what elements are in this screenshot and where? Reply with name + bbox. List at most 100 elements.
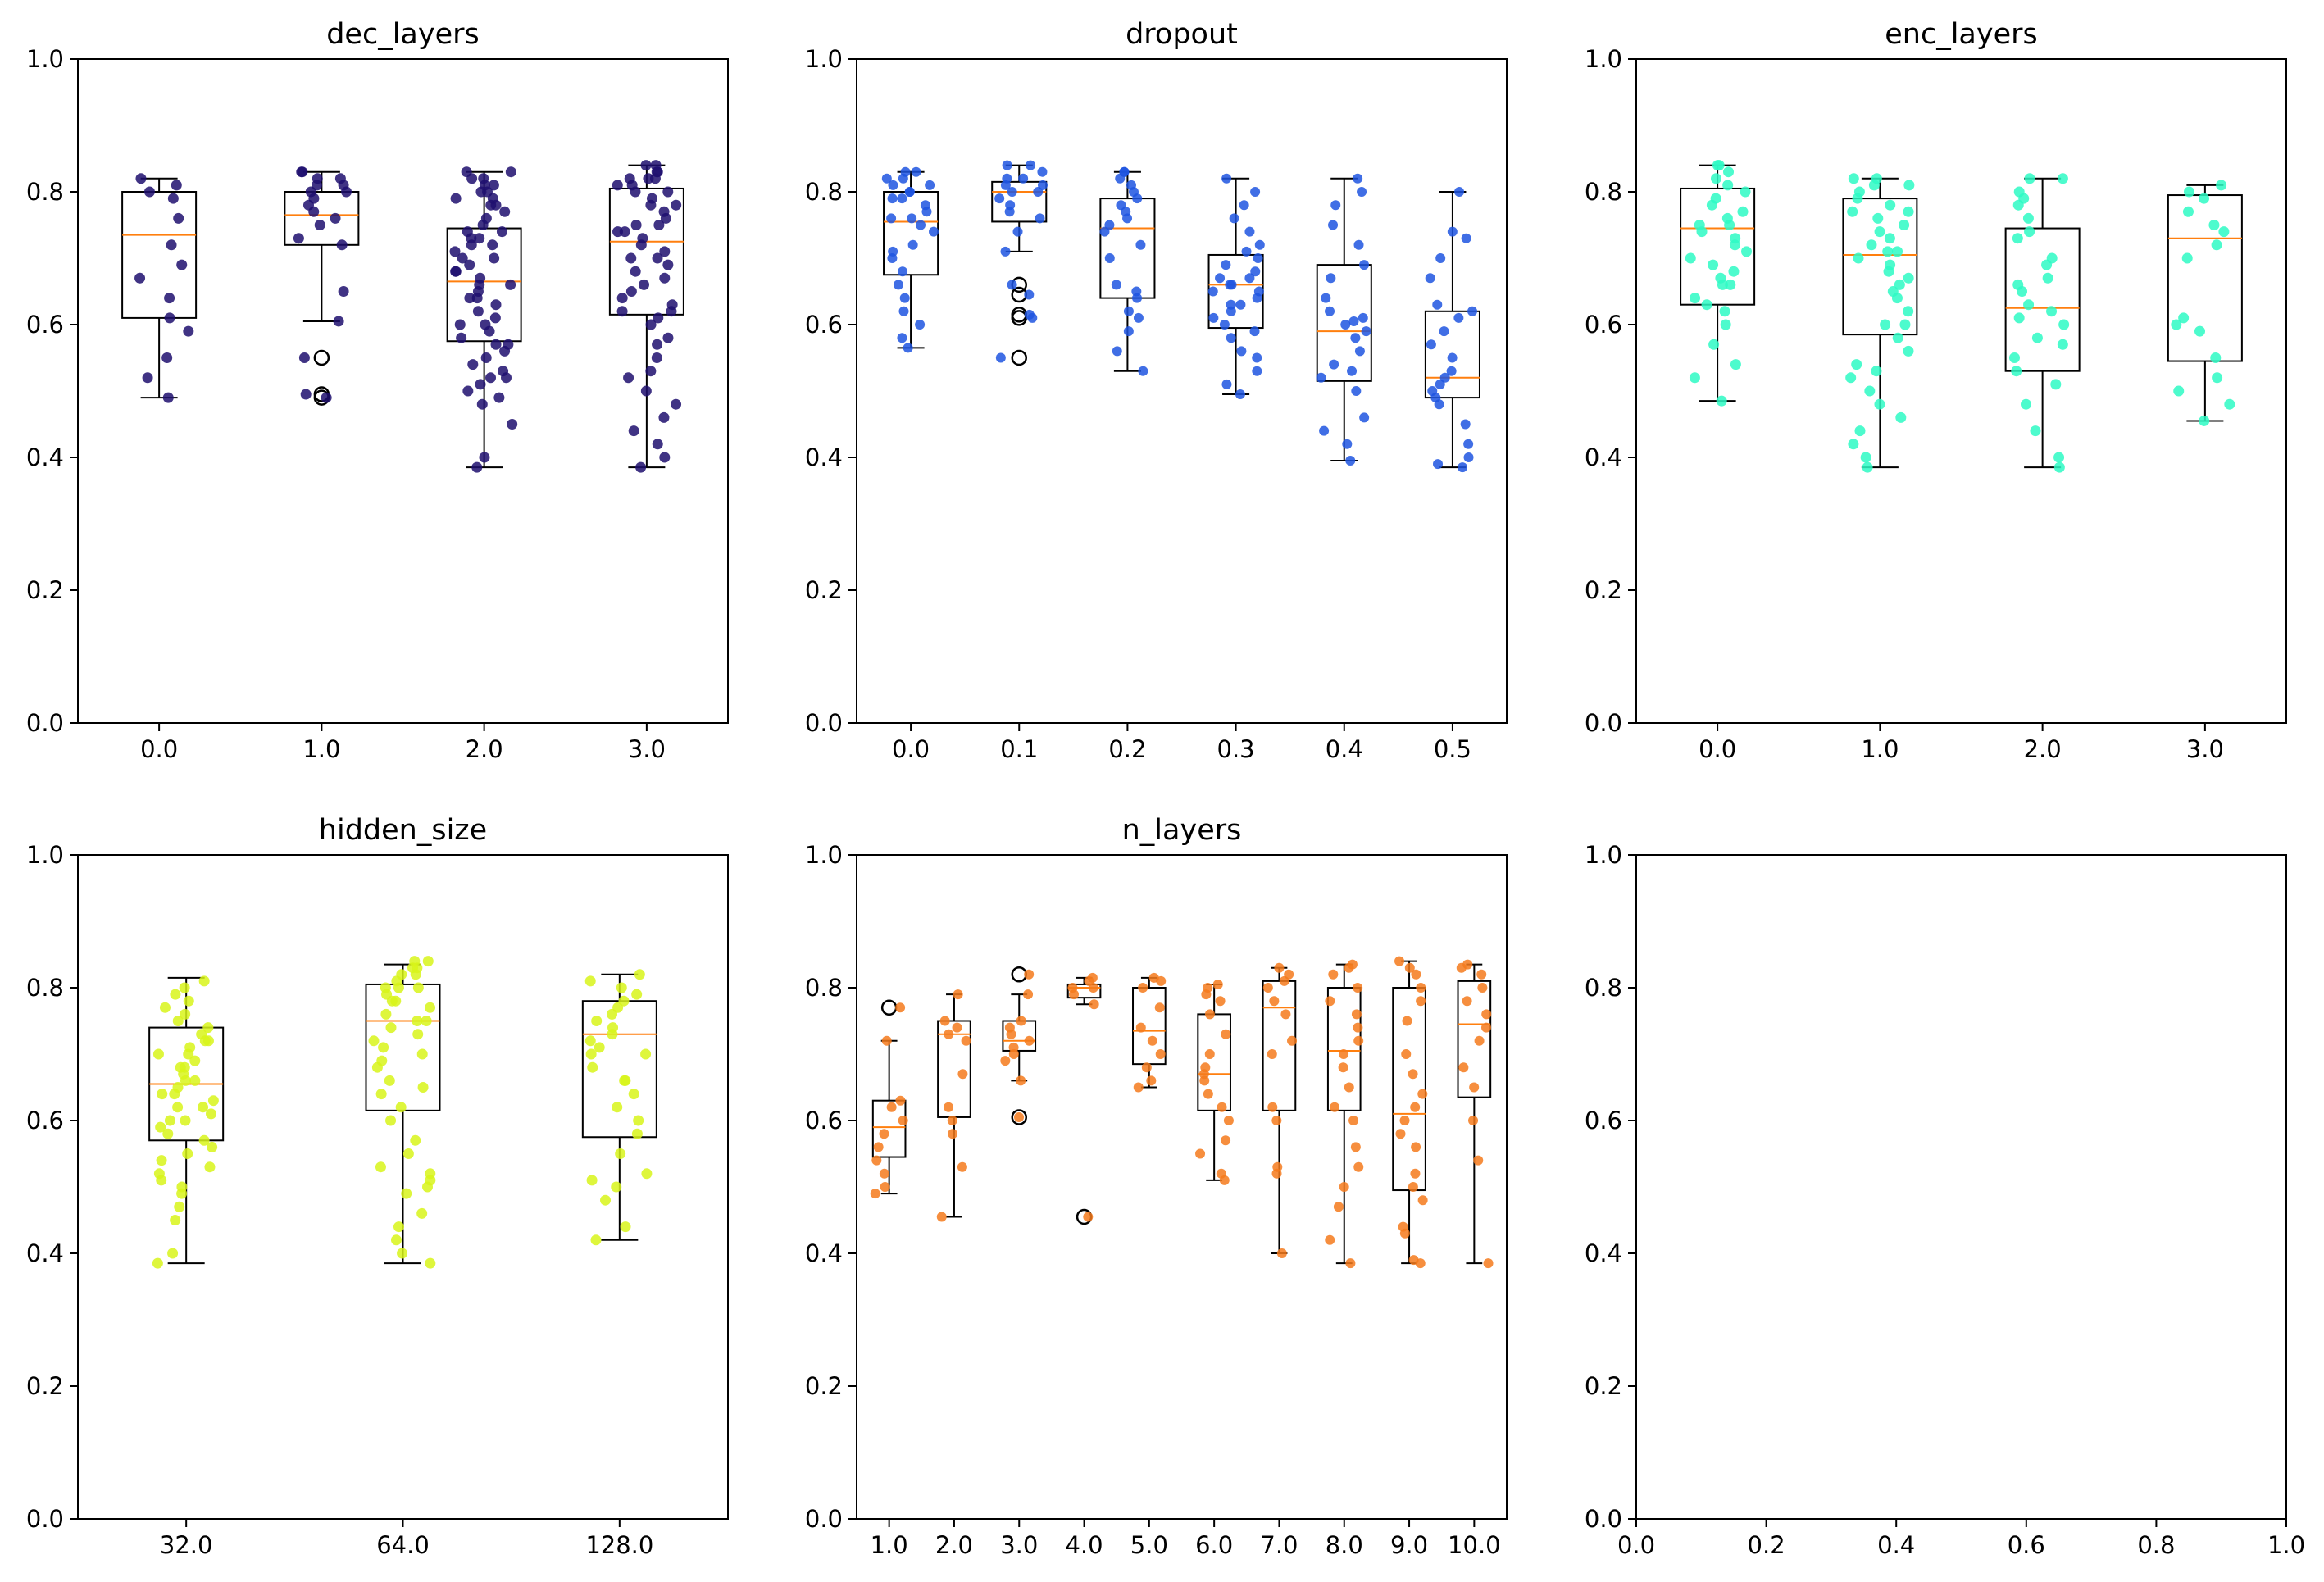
box-0.0 [121,173,198,403]
data-point [162,1128,174,1139]
data-point [1000,1056,1011,1066]
box-3.0 [2167,180,2243,426]
data-point [586,1175,598,1186]
data-point [1262,983,1273,993]
data-point [1344,1082,1354,1093]
x-tick-label: 0.8 [2137,1531,2175,1559]
y-tick-label: 0.4 [805,1239,843,1267]
y-tick-label: 0.2 [805,1372,843,1400]
data-point [957,1161,967,1172]
x-tick-label: 1.0 [302,735,340,763]
data-point [631,989,643,1000]
data-point [995,352,1006,363]
data-point [1089,999,1099,1010]
data-point [409,956,421,967]
data-point [1012,226,1023,237]
data-point [611,1181,622,1193]
y-tick-label: 1.0 [26,841,64,869]
data-point [1394,956,1405,966]
data-point [1339,1049,1349,1059]
data-point [1204,1009,1215,1020]
box-iqr [121,191,198,319]
data-point [1447,226,1458,237]
data-point [2053,461,2065,473]
axes-frame [1635,58,2287,724]
data-point [630,266,641,277]
data-point [1473,1155,1484,1166]
data-point [159,1002,171,1013]
data-point [457,252,468,264]
data-point [1880,319,1891,330]
axes-frame [77,854,729,1520]
y-tick-label: 0.4 [805,443,843,471]
data-point [1730,359,1741,370]
x-tick-label: 3.0 [1000,1531,1038,1559]
data-point [1417,1089,1428,1099]
data-point [1348,316,1359,326]
data-point [321,392,332,403]
x-tick-label: 3.0 [2186,735,2224,763]
y-tick-label: 1.0 [1585,841,1622,869]
data-point [650,160,662,171]
box-2.0 [2004,173,2081,473]
data-point [380,1008,392,1020]
x-tick-label: 1.0 [2267,1531,2305,1559]
data-point [870,1189,880,1199]
box-6.0 [1195,979,1234,1185]
box-1.0 [870,999,908,1199]
data-point [1447,352,1458,363]
data-point [490,339,502,350]
data-point [1154,1002,1165,1013]
subplot-title: dec_layers [326,18,480,51]
data-point [640,385,652,397]
data-point [2031,332,2043,343]
data-point [1410,1168,1421,1179]
data-point [180,1115,191,1126]
data-point [1018,173,1029,184]
y-tick-label: 0.0 [26,709,64,737]
data-point [155,1121,166,1133]
data-point [1123,306,1134,316]
data-point [1328,220,1339,230]
subplot-title: hidden_size [319,814,487,847]
outlier-marker [1011,1109,1027,1125]
y-tick-label: 0.8 [805,178,843,206]
data-point [2050,379,2062,390]
data-point [952,1022,962,1033]
data-point [920,200,930,211]
data-point [1024,289,1035,300]
data-point [1701,299,1712,311]
data-point [2057,173,2068,184]
data-point [1007,187,1017,197]
data-point [662,186,674,198]
data-point [1287,1035,1298,1046]
data-point [503,339,514,350]
data-point [204,1161,216,1173]
data-point [1241,246,1252,257]
data-point [1024,309,1035,320]
data-point [1226,299,1236,310]
y-tick-label: 0.0 [26,1505,64,1533]
data-point [1267,1102,1278,1112]
data-point [2013,186,2025,198]
data-point [600,1194,612,1206]
data-point [619,226,630,238]
subplot-title: dropout [1126,18,1238,51]
data-point [653,312,664,324]
data-point [591,1016,603,1026]
data-point [1899,220,1910,230]
subplot-title: enc_layers [1885,18,2038,51]
data-point [1432,299,1443,310]
data-point [1221,1135,1231,1146]
data-point [412,982,424,993]
data-point [2194,325,2205,337]
data-point [410,1134,421,1146]
data-point [170,1215,181,1225]
data-point [180,1008,191,1020]
data-point [1195,1148,1206,1159]
data-point [293,233,304,244]
data-point [612,1102,623,1113]
data-point [645,366,657,377]
box-128.0 [581,969,657,1246]
